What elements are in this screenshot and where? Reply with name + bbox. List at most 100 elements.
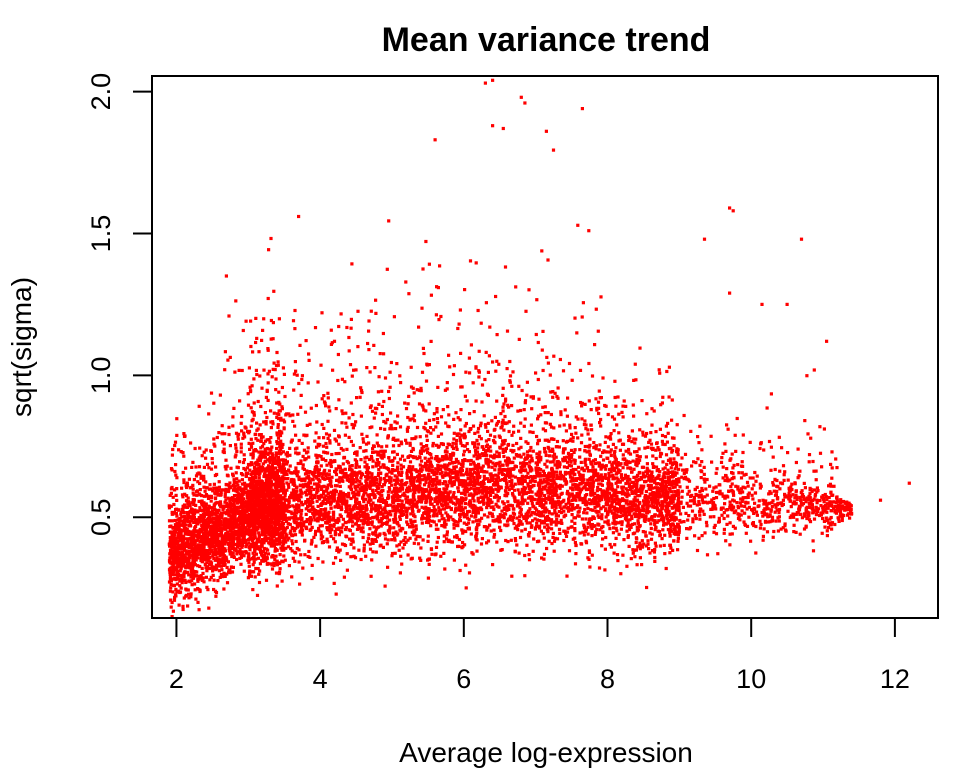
data-point bbox=[542, 557, 546, 561]
data-point bbox=[814, 513, 818, 517]
data-point bbox=[594, 307, 598, 311]
data-point bbox=[285, 519, 289, 523]
data-point bbox=[189, 592, 193, 596]
data-point bbox=[676, 539, 680, 543]
data-point bbox=[498, 520, 502, 524]
data-point bbox=[349, 317, 353, 321]
data-point bbox=[575, 485, 579, 489]
data-point bbox=[671, 486, 675, 490]
data-point bbox=[355, 473, 359, 477]
data-point bbox=[324, 404, 328, 408]
data-point bbox=[510, 384, 514, 388]
data-point bbox=[319, 495, 323, 499]
data-point bbox=[594, 447, 598, 451]
data-point bbox=[214, 521, 218, 525]
data-point bbox=[195, 521, 199, 525]
data-point bbox=[387, 396, 391, 401]
data-point bbox=[429, 460, 433, 464]
data-point bbox=[223, 574, 227, 578]
data-point bbox=[549, 479, 553, 483]
data-point bbox=[405, 513, 409, 518]
data-point bbox=[495, 399, 499, 403]
data-point bbox=[516, 479, 521, 483]
data-point bbox=[611, 473, 615, 477]
data-point bbox=[273, 524, 277, 528]
data-point bbox=[180, 575, 184, 580]
data-point bbox=[832, 484, 836, 488]
data-point bbox=[818, 425, 822, 429]
data-point bbox=[201, 576, 205, 580]
data-point bbox=[466, 459, 470, 463]
data-point bbox=[476, 496, 480, 500]
data-point bbox=[374, 539, 378, 543]
data-point bbox=[664, 494, 669, 498]
data-point bbox=[518, 515, 522, 519]
data-point bbox=[263, 447, 267, 451]
data-point bbox=[258, 459, 262, 463]
data-point bbox=[580, 315, 584, 319]
data-point bbox=[545, 355, 549, 359]
data-point bbox=[497, 362, 501, 366]
data-point bbox=[237, 536, 241, 540]
data-point bbox=[288, 531, 292, 535]
data-point bbox=[177, 520, 181, 525]
data-point bbox=[688, 499, 693, 503]
data-point bbox=[368, 547, 373, 551]
data-point bbox=[349, 401, 353, 405]
data-point bbox=[387, 219, 391, 223]
data-point bbox=[393, 515, 397, 519]
data-point bbox=[529, 445, 533, 450]
data-point bbox=[584, 427, 588, 431]
data-point bbox=[625, 462, 629, 466]
data-point bbox=[737, 471, 741, 475]
data-point bbox=[689, 494, 693, 499]
data-point bbox=[552, 354, 556, 358]
data-point bbox=[441, 408, 445, 412]
data-point bbox=[175, 582, 179, 586]
data-point bbox=[260, 444, 265, 448]
data-point bbox=[513, 537, 517, 541]
data-point bbox=[364, 475, 368, 479]
data-point bbox=[704, 520, 709, 524]
data-point bbox=[367, 329, 371, 333]
data-point bbox=[319, 530, 323, 534]
data-point bbox=[635, 458, 639, 462]
data-point bbox=[184, 523, 188, 527]
data-point bbox=[252, 520, 256, 524]
data-point bbox=[424, 379, 429, 383]
data-point bbox=[169, 605, 173, 609]
data-point bbox=[305, 518, 309, 522]
data-point bbox=[466, 510, 470, 514]
data-point bbox=[407, 292, 411, 296]
data-point bbox=[443, 463, 447, 467]
data-point bbox=[680, 495, 684, 499]
data-point bbox=[266, 458, 270, 462]
data-point bbox=[573, 461, 577, 465]
data-point bbox=[577, 492, 582, 496]
data-point bbox=[351, 532, 355, 536]
data-point bbox=[276, 436, 281, 440]
data-point bbox=[175, 476, 179, 480]
data-point bbox=[397, 548, 401, 552]
data-point bbox=[695, 503, 699, 507]
data-point bbox=[463, 432, 467, 436]
data-point bbox=[644, 474, 648, 478]
data-point bbox=[511, 493, 515, 497]
data-point bbox=[247, 494, 251, 498]
data-point bbox=[571, 483, 575, 487]
data-point bbox=[650, 470, 654, 474]
data-point bbox=[449, 477, 453, 481]
data-point bbox=[173, 469, 177, 474]
data-point bbox=[409, 474, 414, 478]
data-point bbox=[431, 514, 436, 518]
data-point bbox=[666, 421, 670, 425]
data-point bbox=[438, 264, 442, 268]
data-point bbox=[539, 512, 543, 516]
data-point bbox=[398, 374, 402, 378]
data-point bbox=[763, 513, 767, 517]
data-point bbox=[439, 415, 444, 419]
data-point bbox=[268, 506, 272, 510]
data-point bbox=[258, 548, 263, 552]
data-point bbox=[426, 534, 430, 538]
data-point bbox=[658, 427, 662, 431]
